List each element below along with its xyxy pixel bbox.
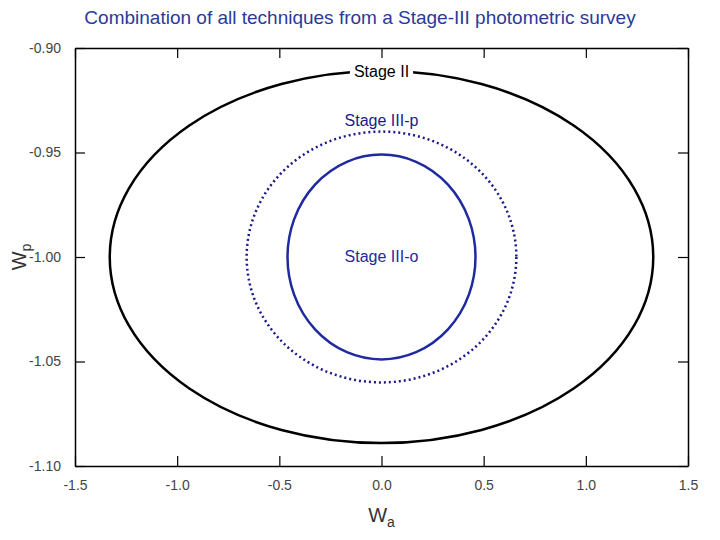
tick-label: -0.5 <box>268 477 292 493</box>
tick-label: -1.05 <box>29 353 61 369</box>
tick-label: -1.0 <box>166 477 190 493</box>
tick <box>678 257 688 258</box>
tick: -1.0 <box>166 456 190 493</box>
title: Combination of all techniques from a Sta… <box>84 7 636 28</box>
tick-label: -1.10 <box>29 458 61 474</box>
tick-mark <box>177 456 178 466</box>
ellipse <box>110 71 654 443</box>
tick-mark <box>484 48 485 58</box>
tick-mark <box>678 361 688 362</box>
xlabel: Wa <box>368 504 395 530</box>
tick: -1.00 <box>29 249 85 265</box>
tick: -1.05 <box>29 353 85 369</box>
ylabel-subscript: p <box>18 243 34 251</box>
ylabel: Wp <box>8 243 34 270</box>
tick-mark <box>177 48 178 58</box>
ellipse-label: Stage II <box>354 63 409 80</box>
tick-mark <box>75 466 85 467</box>
tick-mark <box>75 48 85 49</box>
ellipse-labels: Stage II Stage III-p Stage III-o <box>345 63 419 265</box>
tick <box>382 48 383 58</box>
tick-label: 0.0 <box>372 477 392 493</box>
tick <box>678 466 688 467</box>
tick-label: 1.5 <box>679 477 699 493</box>
tick <box>586 48 587 58</box>
tick <box>678 362 688 363</box>
ellipse <box>288 155 476 360</box>
chart: Combination of all techniques from a Sta… <box>0 0 720 540</box>
tick <box>177 48 178 58</box>
tick-label: -0.90 <box>29 40 61 56</box>
tick-label: -1.5 <box>63 477 87 493</box>
tick-label: 1.0 <box>577 477 597 493</box>
tick-mark <box>484 456 485 466</box>
tick <box>484 48 485 58</box>
ellipse <box>247 132 517 383</box>
tick-mark <box>381 48 382 58</box>
ellipse-label: Stage III-p <box>345 112 419 129</box>
tick-mark <box>678 152 688 153</box>
label-background <box>350 63 413 80</box>
tick-mark <box>75 257 85 258</box>
y-axis: -1.10 -1.05 -1.00 -0.95 -0.90 <box>29 40 85 474</box>
tick: -1.10 <box>29 458 85 474</box>
tick-mark <box>678 48 688 49</box>
tick: -0.95 <box>29 144 85 160</box>
tick-mark <box>75 152 85 153</box>
plot: -1.5-1.0-0.50.00.51.01.5-1.10-1.05-1.00-… <box>29 40 698 493</box>
tick <box>279 48 280 58</box>
xlabel-subscript: a <box>387 514 395 530</box>
tick: 0.0 <box>372 456 392 493</box>
tick: 1.0 <box>577 456 597 493</box>
ylabel-base: W <box>8 251 30 270</box>
tick-mark <box>381 456 382 466</box>
y-axis-right <box>678 49 689 467</box>
tick-label: -0.95 <box>29 144 61 160</box>
tick: 0.5 <box>474 456 494 493</box>
tick-label: 0.5 <box>474 477 494 493</box>
x-axis-top <box>76 48 689 58</box>
tick: -0.90 <box>29 40 85 56</box>
x-axis: -1.5 -1.0 -0.5 0.0 0.5 1.0 1.5 <box>63 456 698 493</box>
tick <box>678 153 688 154</box>
ellipses <box>110 71 654 443</box>
xlabel-base: W <box>368 504 387 526</box>
tick <box>678 48 688 49</box>
tick-mark <box>586 456 587 466</box>
tick-mark <box>279 48 280 58</box>
tick: -0.5 <box>268 456 292 493</box>
tick-mark <box>678 466 688 467</box>
tick-mark <box>678 257 688 258</box>
tick-mark <box>75 361 85 362</box>
tick-mark <box>279 456 280 466</box>
tick-mark <box>586 48 587 58</box>
ellipse-label: Stage III-o <box>345 248 419 265</box>
